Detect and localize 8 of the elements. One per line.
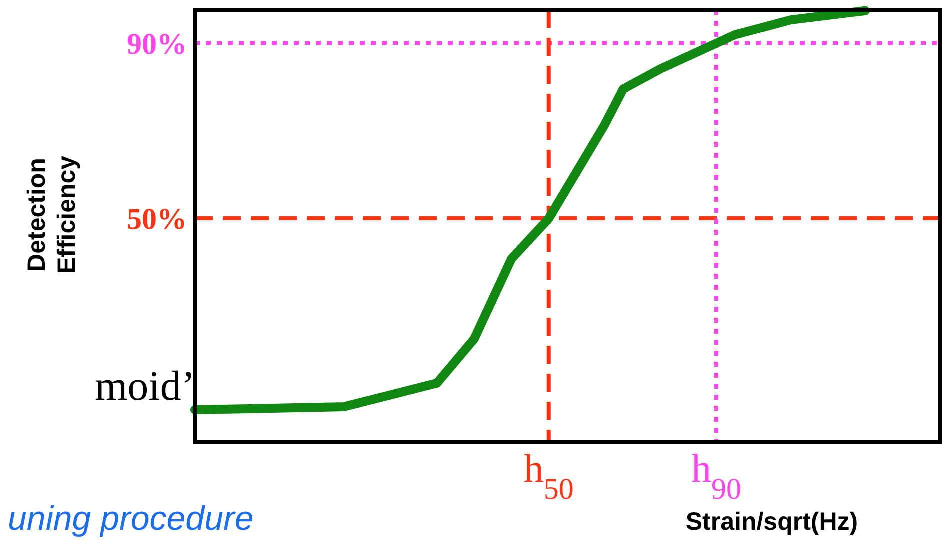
x-tick-label: h$_{90}$ <box>692 446 742 506</box>
y-tick-label: 50% <box>127 202 187 236</box>
y-tick-label: 90% <box>127 28 187 61</box>
annotation: moid’ <box>95 364 196 410</box>
text: uning procedure <box>8 500 254 538</box>
x-axis-title: Strain/sqrt(Hz) <box>686 508 858 536</box>
x-tick-label: h$_{50}$ <box>524 446 574 506</box>
y-axis-title: Detection Efficiency <box>23 156 81 274</box>
